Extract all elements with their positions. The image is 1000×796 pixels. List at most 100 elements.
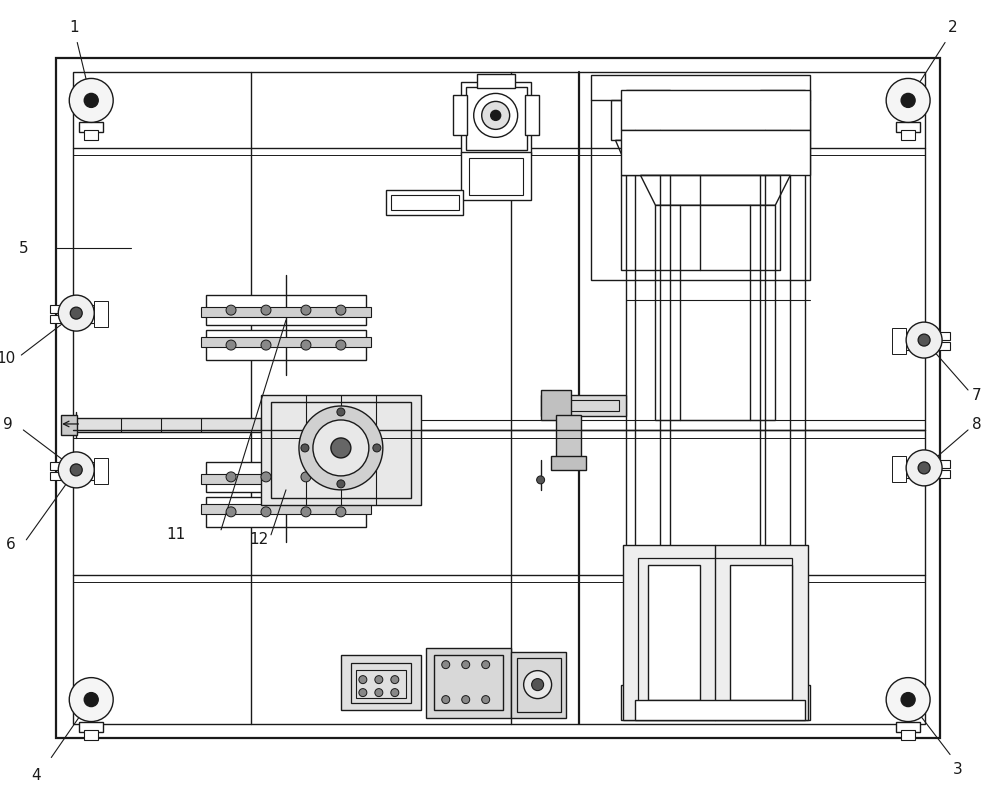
Bar — [356, 669, 406, 697]
Circle shape — [226, 472, 236, 482]
Text: 1: 1 — [69, 21, 79, 36]
Circle shape — [226, 305, 236, 315]
Bar — [551, 456, 586, 470]
Circle shape — [537, 476, 545, 484]
Bar — [261, 395, 421, 505]
Bar — [469, 158, 523, 195]
Circle shape — [532, 679, 544, 691]
Circle shape — [58, 452, 94, 488]
Circle shape — [462, 696, 470, 704]
Circle shape — [331, 438, 351, 458]
Text: 9: 9 — [3, 417, 13, 432]
Bar — [426, 648, 511, 717]
Text: 4: 4 — [31, 767, 41, 782]
Bar — [461, 83, 531, 155]
Circle shape — [261, 507, 271, 517]
Circle shape — [84, 693, 98, 707]
Bar — [621, 131, 810, 175]
Circle shape — [482, 696, 490, 704]
Bar — [901, 131, 915, 140]
Circle shape — [442, 696, 450, 704]
Bar — [655, 205, 775, 420]
Bar — [466, 88, 527, 150]
Circle shape — [918, 462, 930, 474]
Circle shape — [313, 420, 369, 476]
Bar — [638, 558, 792, 709]
Bar — [56, 58, 940, 738]
Bar — [94, 301, 108, 327]
Circle shape — [491, 111, 501, 120]
Bar — [591, 76, 810, 280]
Circle shape — [301, 340, 311, 350]
Bar — [655, 575, 780, 685]
Bar — [79, 721, 103, 732]
Circle shape — [462, 661, 470, 669]
Circle shape — [299, 406, 383, 490]
Text: 10: 10 — [0, 350, 16, 365]
Bar — [901, 730, 915, 739]
Bar — [50, 305, 102, 313]
Circle shape — [482, 661, 490, 669]
Text: 3: 3 — [953, 762, 963, 777]
Circle shape — [337, 480, 345, 488]
Circle shape — [442, 661, 450, 669]
Circle shape — [886, 677, 930, 721]
Circle shape — [337, 408, 345, 416]
Circle shape — [886, 79, 930, 123]
Bar — [76, 418, 261, 432]
Bar — [898, 332, 950, 340]
Circle shape — [482, 101, 510, 130]
Bar — [635, 560, 800, 689]
Bar — [84, 730, 98, 739]
Circle shape — [301, 444, 309, 452]
Bar — [201, 307, 371, 317]
Text: 6: 6 — [6, 537, 16, 552]
Bar — [525, 96, 539, 135]
Circle shape — [58, 295, 94, 331]
Text: 11: 11 — [166, 527, 185, 542]
Bar — [50, 472, 102, 480]
Bar — [341, 654, 421, 709]
Bar — [477, 75, 515, 88]
Bar — [898, 342, 950, 350]
Bar — [271, 402, 411, 498]
Circle shape — [69, 79, 113, 123]
Circle shape — [336, 340, 346, 350]
Text: 8: 8 — [972, 417, 982, 432]
Circle shape — [359, 689, 367, 696]
Bar — [898, 460, 950, 468]
Circle shape — [524, 671, 552, 699]
Bar — [84, 131, 98, 140]
Circle shape — [226, 507, 236, 517]
Text: 2: 2 — [948, 21, 958, 36]
Bar — [50, 315, 102, 323]
Bar — [896, 721, 920, 732]
Bar — [541, 395, 626, 416]
Bar — [621, 91, 810, 131]
Circle shape — [359, 676, 367, 684]
Bar — [206, 295, 366, 325]
Bar — [201, 504, 371, 514]
Circle shape — [375, 676, 383, 684]
Circle shape — [336, 507, 346, 517]
Circle shape — [391, 689, 399, 696]
Circle shape — [70, 464, 82, 476]
Bar — [556, 415, 581, 460]
Circle shape — [336, 472, 346, 482]
Circle shape — [261, 472, 271, 482]
Bar — [206, 462, 366, 492]
Bar — [511, 652, 566, 717]
Circle shape — [70, 307, 82, 319]
Bar — [61, 415, 77, 435]
Bar — [201, 474, 371, 484]
Bar — [621, 175, 780, 270]
Bar — [73, 72, 925, 724]
Bar — [351, 662, 411, 703]
Bar — [517, 657, 561, 712]
Circle shape — [336, 305, 346, 315]
Bar — [760, 91, 805, 700]
Bar — [541, 390, 571, 420]
Circle shape — [901, 93, 915, 107]
Bar — [50, 462, 102, 470]
Bar — [206, 330, 366, 360]
